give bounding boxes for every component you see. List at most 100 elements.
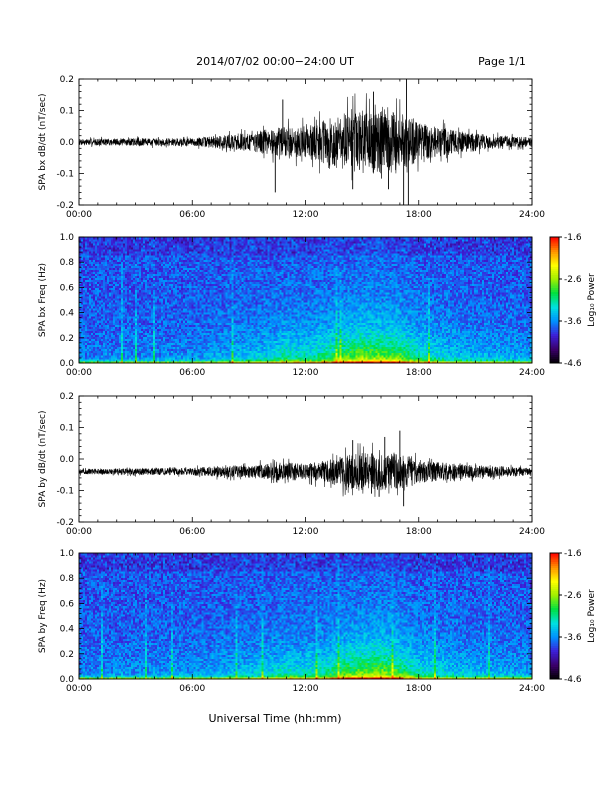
- spectrogram-cell: [155, 354, 158, 358]
- spectrogram-cell: [129, 239, 132, 242]
- spectrogram-cell: [97, 281, 100, 285]
- spectrogram-cell: [87, 257, 90, 260]
- spectrogram-cell: [117, 314, 120, 317]
- spectrogram-cell: [123, 308, 126, 311]
- spectrogram-cell: [145, 279, 148, 283]
- spectrogram-cell: [105, 269, 108, 272]
- spectrogram-cell: [121, 314, 124, 317]
- spectrogram-cell: [159, 356, 162, 360]
- spectrogram-cell: [81, 245, 84, 248]
- spectrogram-cell: [83, 241, 86, 244]
- spectrogram-cell: [141, 310, 144, 313]
- spectrogram-cell: [153, 306, 156, 309]
- spectrogram-cell: [149, 318, 152, 321]
- spectrogram-cell: [123, 269, 126, 272]
- spectrogram-cell: [83, 330, 86, 333]
- spectrogram-cell: [157, 281, 160, 285]
- spectrogram-cell: [91, 344, 94, 348]
- spectrogram-cell: [111, 318, 114, 321]
- spectrogram-cell: [147, 354, 150, 358]
- spectrogram-cell: [89, 297, 92, 301]
- spectrogram-cell: [87, 295, 90, 299]
- spectrogram-cell: [145, 255, 148, 258]
- spectrogram-cell: [107, 237, 110, 240]
- spectrogram-cell: [139, 247, 142, 250]
- spectrogram-cell: [91, 360, 94, 364]
- spectrogram-cell: [141, 281, 144, 285]
- spectrogram-cell: [139, 283, 142, 287]
- spectrogram-cell: [127, 291, 130, 295]
- spectrogram-cell: [125, 360, 128, 364]
- spectrogram-cell: [125, 322, 128, 325]
- spectrogram-cell: [127, 271, 130, 274]
- spectrogram-cell: [97, 324, 100, 327]
- spectrogram-cell: [113, 259, 116, 262]
- spectrogram-cell: [87, 312, 90, 315]
- spectrogram-cell: [127, 255, 130, 258]
- spectrogram-cell: [79, 352, 82, 356]
- spectrogram-cell: [145, 306, 148, 309]
- spectrogram-cell: [103, 265, 106, 268]
- spectrogram-cell: [129, 348, 132, 352]
- spectrogram-cell: [89, 328, 92, 331]
- spectrogram-cell: [115, 318, 118, 321]
- spectrogram-cell: [135, 241, 138, 244]
- spectrogram-cell: [115, 271, 118, 274]
- spectrogram-cell: [155, 358, 158, 362]
- spectrogram-cell: [133, 318, 136, 321]
- spectrogram-cell: [101, 324, 104, 327]
- spectrogram-cell: [103, 291, 106, 295]
- spectrogram-cell: [137, 320, 140, 323]
- spectrogram-cell: [79, 358, 82, 362]
- spectrogram-cell: [117, 271, 120, 274]
- spectrogram-cell: [143, 237, 146, 240]
- spectrogram-cell: [87, 255, 90, 258]
- spectrogram-cell: [107, 269, 110, 272]
- spectrogram-cell: [141, 312, 144, 315]
- spectrogram-cell: [89, 285, 92, 289]
- spectrogram-cell: [137, 316, 140, 319]
- spectrogram-cell: [101, 267, 104, 270]
- spectrogram-cell: [97, 291, 100, 295]
- spectrogram-cell: [111, 342, 114, 346]
- spectrogram-cell: [99, 249, 102, 252]
- spectrogram-cell: [135, 295, 138, 299]
- spectrogram-cell: [129, 253, 132, 256]
- spectrogram-cell: [151, 273, 154, 277]
- spectrogram-cell: [151, 263, 154, 266]
- spectrogram-cell: [95, 265, 98, 268]
- spectrogram-cell: [143, 239, 146, 242]
- spectrogram-cell: [135, 237, 138, 240]
- spectrogram-cell: [139, 334, 142, 337]
- spectrogram-cell: [125, 291, 128, 295]
- spectrogram-cell: [153, 342, 156, 346]
- spectrogram-cell: [97, 265, 100, 268]
- spectrogram-cell: [135, 326, 138, 329]
- spectrogram-cell: [133, 354, 136, 358]
- spectrogram-cell: [79, 322, 82, 325]
- spectrogram-cell: [147, 289, 150, 293]
- spectrogram-cell: [137, 285, 140, 289]
- spectrogram-cell: [141, 346, 144, 350]
- spectrogram-cell: [123, 322, 126, 325]
- spectrogram-cell: [79, 354, 82, 358]
- spectrogram-cell: [111, 269, 114, 272]
- spectrogram-cell: [85, 285, 88, 289]
- spectrogram-cell: [119, 338, 122, 342]
- spectrogram-cell: [129, 302, 132, 305]
- spectrogram-cell: [157, 328, 160, 331]
- spectrogram-cell: [141, 279, 144, 283]
- spectrogram-cell: [109, 334, 112, 337]
- spectrogram-cell: [115, 239, 118, 242]
- spectrogram-cell: [131, 283, 134, 287]
- spectrogram-cell: [155, 269, 158, 272]
- spectrogram-cell: [115, 275, 118, 279]
- spectrogram-cell: [81, 334, 84, 337]
- spectrogram-cell: [99, 348, 102, 352]
- spectrogram-cell: [133, 322, 136, 325]
- spectrogram-cell: [95, 350, 98, 354]
- spectrogram-cell: [95, 257, 98, 260]
- spectrogram-cell: [143, 297, 146, 301]
- spectrogram-cell: [143, 269, 146, 272]
- spectrogram-cell: [137, 354, 140, 358]
